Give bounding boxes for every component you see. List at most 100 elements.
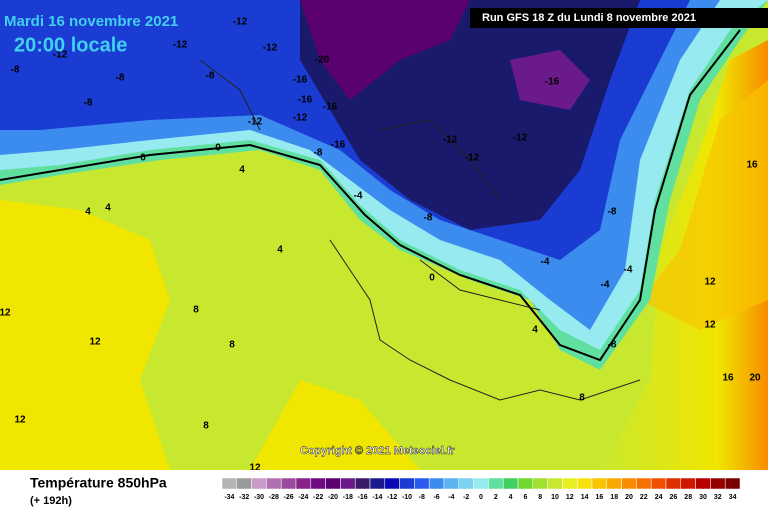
scale-swatch	[369, 477, 386, 490]
scale-label: 32	[714, 494, 722, 501]
scale-swatch	[340, 477, 356, 490]
contour-label: 12	[704, 277, 716, 288]
scale-swatch	[710, 477, 726, 490]
color-scale: -34 -32 -30 -28 -26 -24 -22 -20 -18 -16 -14 -12 -10-…	[221, 477, 741, 501]
scale-label: 34	[729, 494, 737, 501]
contour-label: -4	[354, 191, 363, 202]
scale-label: -12	[387, 494, 397, 501]
map: -8 -12 -8 -8 -12 -8 -12 -12 -16 -16 -20 -16 -12 -12 -1…	[0, 0, 768, 474]
scale-label: 4	[509, 494, 513, 501]
scale-label: 24	[655, 494, 663, 501]
contour-label: -8	[608, 340, 617, 351]
scale-swatch	[562, 477, 578, 490]
scale-swatch	[695, 477, 711, 490]
scale-label: -16	[358, 494, 368, 501]
contour-label: 8	[579, 393, 585, 404]
local-time: 20:00 locale	[14, 34, 127, 56]
scale-label: -22	[313, 494, 323, 501]
scale-label: -10	[402, 494, 412, 501]
contour-label: -12	[293, 113, 308, 124]
run-info: Run GFS 18 Z du Lundi 8 novembre 2021	[482, 12, 696, 24]
scale-swatch	[458, 477, 474, 490]
contour-label: 0	[215, 143, 221, 154]
scale-swatch	[650, 477, 667, 490]
legend-bar	[0, 470, 768, 512]
scale-swatch	[576, 477, 593, 490]
scale-label: 10	[551, 494, 559, 501]
scale-label: -6	[433, 494, 439, 501]
contour-label: 12	[14, 415, 26, 426]
contour-label: -12	[263, 43, 278, 54]
scale-label: -18	[343, 494, 353, 501]
scale-label: -34	[224, 494, 234, 501]
contour-label: -8	[424, 213, 433, 224]
scale-label: 8	[538, 494, 542, 501]
scale-label: -8	[419, 494, 425, 501]
contour-label: -12	[53, 50, 68, 61]
scale-swatch	[606, 477, 622, 490]
contour-label: 4	[105, 203, 111, 214]
scale-label: 18	[610, 494, 618, 501]
contour-label: -20	[315, 55, 330, 66]
scale-swatch	[384, 477, 400, 490]
scale-label: -28	[269, 494, 279, 501]
scale-label: 28	[684, 494, 692, 501]
scale-label: -14	[372, 494, 382, 501]
contour-label: 4	[85, 207, 91, 218]
scale-swatch	[325, 477, 341, 490]
contour-label: -16	[331, 140, 346, 151]
cold-pool-west	[300, 0, 470, 100]
scale-swatch	[354, 477, 371, 490]
contour-label: -16	[323, 102, 338, 113]
contour-label: 0	[429, 273, 435, 284]
scale-swatch	[414, 477, 430, 490]
contour-label: -16	[298, 95, 313, 106]
contour-label: 16	[746, 160, 758, 171]
contour-label: 4	[277, 245, 283, 256]
scale-swatch	[636, 477, 652, 490]
scale-swatch	[266, 477, 282, 490]
scale-label: 20	[625, 494, 633, 501]
contour-label: 20	[749, 373, 761, 384]
contour-label: 16	[722, 373, 734, 384]
scale-label: 14	[581, 494, 589, 501]
scale-swatch	[399, 477, 415, 490]
copyright: Copyright © 2021 Meteociel.fr	[300, 445, 456, 457]
contour-label: 8	[193, 305, 199, 316]
contour-label: 8	[229, 340, 235, 351]
scale-swatch	[621, 477, 637, 490]
scale-swatch	[591, 477, 608, 490]
contour-labels: -8 -12 -8 -8 -12 -8 -12 -12 -16 -16 -20 -16 -12 -12 -1…	[0, 17, 761, 474]
scale-label: -2	[463, 494, 469, 501]
scale-swatch	[473, 477, 489, 490]
scale-swatch	[428, 477, 445, 490]
contour-label: 12	[89, 337, 101, 348]
contour-label: 12	[249, 463, 261, 474]
contour-label: -12	[443, 135, 458, 146]
scale-label: -30	[254, 494, 264, 501]
contour-label: -8	[84, 98, 93, 109]
contour-label: -8	[206, 71, 215, 82]
scale-label: 22	[640, 494, 648, 501]
scale-label: 6	[523, 494, 527, 501]
scale-swatch	[502, 477, 519, 490]
scale-label: 30	[699, 494, 707, 501]
scale-label: 0	[479, 494, 483, 501]
contour-label: -4	[624, 265, 633, 276]
scale-label: 26	[670, 494, 678, 501]
scale-label: 16	[596, 494, 604, 501]
scale-swatch	[443, 477, 460, 490]
warm-south	[250, 380, 420, 470]
scale-label: 2	[494, 494, 498, 501]
contour-label: -8	[608, 207, 617, 218]
scale-swatch	[295, 477, 312, 490]
scale-swatch	[724, 477, 741, 490]
contour-label: -4	[541, 257, 550, 268]
contour-label: 4	[239, 165, 245, 176]
scale-label: -32	[239, 494, 249, 501]
scale-swatch	[488, 477, 504, 490]
zero-isotherm	[0, 29, 741, 362]
contour-label: -16	[545, 77, 560, 88]
contour-label: -8	[116, 73, 125, 84]
